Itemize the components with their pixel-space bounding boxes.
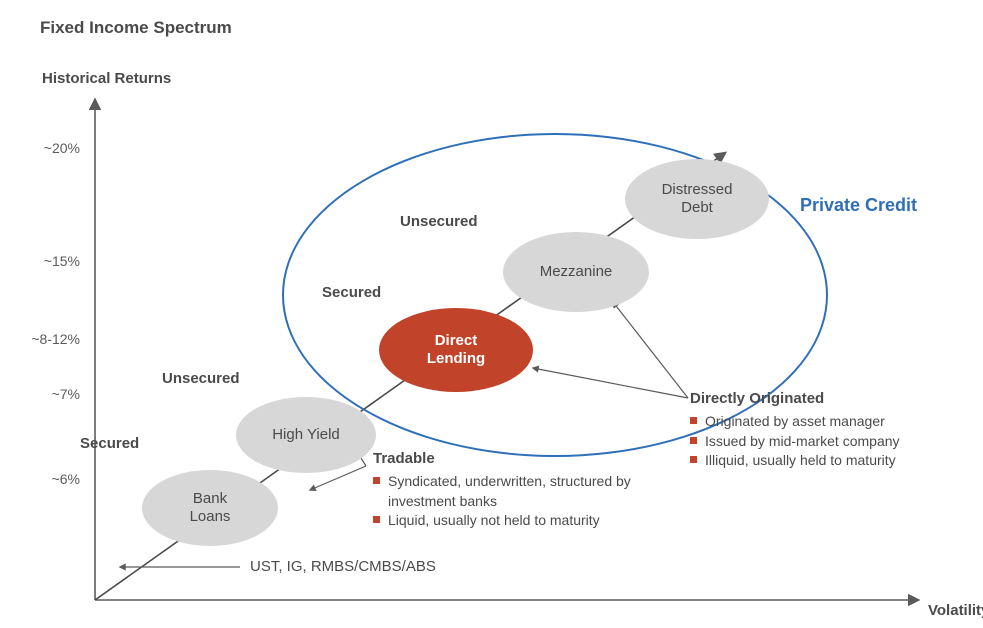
private-credit-label: Private Credit bbox=[800, 195, 917, 216]
bullet-icon bbox=[690, 437, 697, 444]
segment-label-unsecured-2: Unsecured bbox=[400, 213, 478, 230]
direct-item-2: Illiquid, usually held to maturity bbox=[690, 451, 950, 471]
ellipse-bank-loans-label: Bank Loans bbox=[190, 490, 231, 526]
ellipse-distressed-debt-label: Distressed Debt bbox=[662, 181, 733, 217]
ellipse-high-yield: High Yield bbox=[236, 397, 376, 473]
ytick-3: ~7% bbox=[20, 386, 80, 402]
ytick-4: ~6% bbox=[20, 471, 80, 487]
ellipse-bank-loans: Bank Loans bbox=[142, 470, 278, 546]
direct-list: Originated by asset manager Issued by mi… bbox=[690, 412, 950, 471]
tradable-list: Syndicated, underwritten, structured by … bbox=[373, 472, 638, 531]
segment-label-secured-2: Secured bbox=[322, 284, 381, 301]
segment-label-secured-1: Secured bbox=[80, 435, 139, 452]
ellipse-high-yield-label: High Yield bbox=[272, 426, 340, 444]
tradable-title: Tradable bbox=[373, 450, 435, 467]
bullet-icon bbox=[373, 477, 380, 484]
tradable-item-1: Liquid, usually not held to maturity bbox=[373, 511, 638, 531]
tradable-item-0: Syndicated, underwritten, structured by … bbox=[373, 472, 638, 511]
direct-item-1: Issued by mid-market company bbox=[690, 432, 950, 452]
ytick-2: ~8-12% bbox=[20, 331, 80, 347]
chart-container: Fixed Income Spectrum Historical Returns… bbox=[0, 0, 983, 628]
ellipse-direct-lending: Direct Lending bbox=[379, 308, 533, 392]
lower-axis-text: UST, IG, RMBS/CMBS/ABS bbox=[250, 558, 436, 575]
bullet-icon bbox=[373, 516, 380, 523]
ellipse-direct-lending-label: Direct Lending bbox=[427, 332, 485, 368]
ellipse-distressed-debt: Distressed Debt bbox=[625, 159, 769, 239]
ytick-0: ~20% bbox=[20, 140, 80, 156]
bullet-icon bbox=[690, 456, 697, 463]
direct-item-0: Originated by asset manager bbox=[690, 412, 950, 432]
bullet-icon bbox=[690, 417, 697, 424]
ellipse-mezzanine: Mezzanine bbox=[503, 232, 649, 312]
segment-label-unsecured-1: Unsecured bbox=[162, 370, 240, 387]
ytick-1: ~15% bbox=[20, 253, 80, 269]
direct-title: Directly Originated bbox=[690, 390, 824, 407]
ellipse-mezzanine-label: Mezzanine bbox=[540, 263, 613, 281]
